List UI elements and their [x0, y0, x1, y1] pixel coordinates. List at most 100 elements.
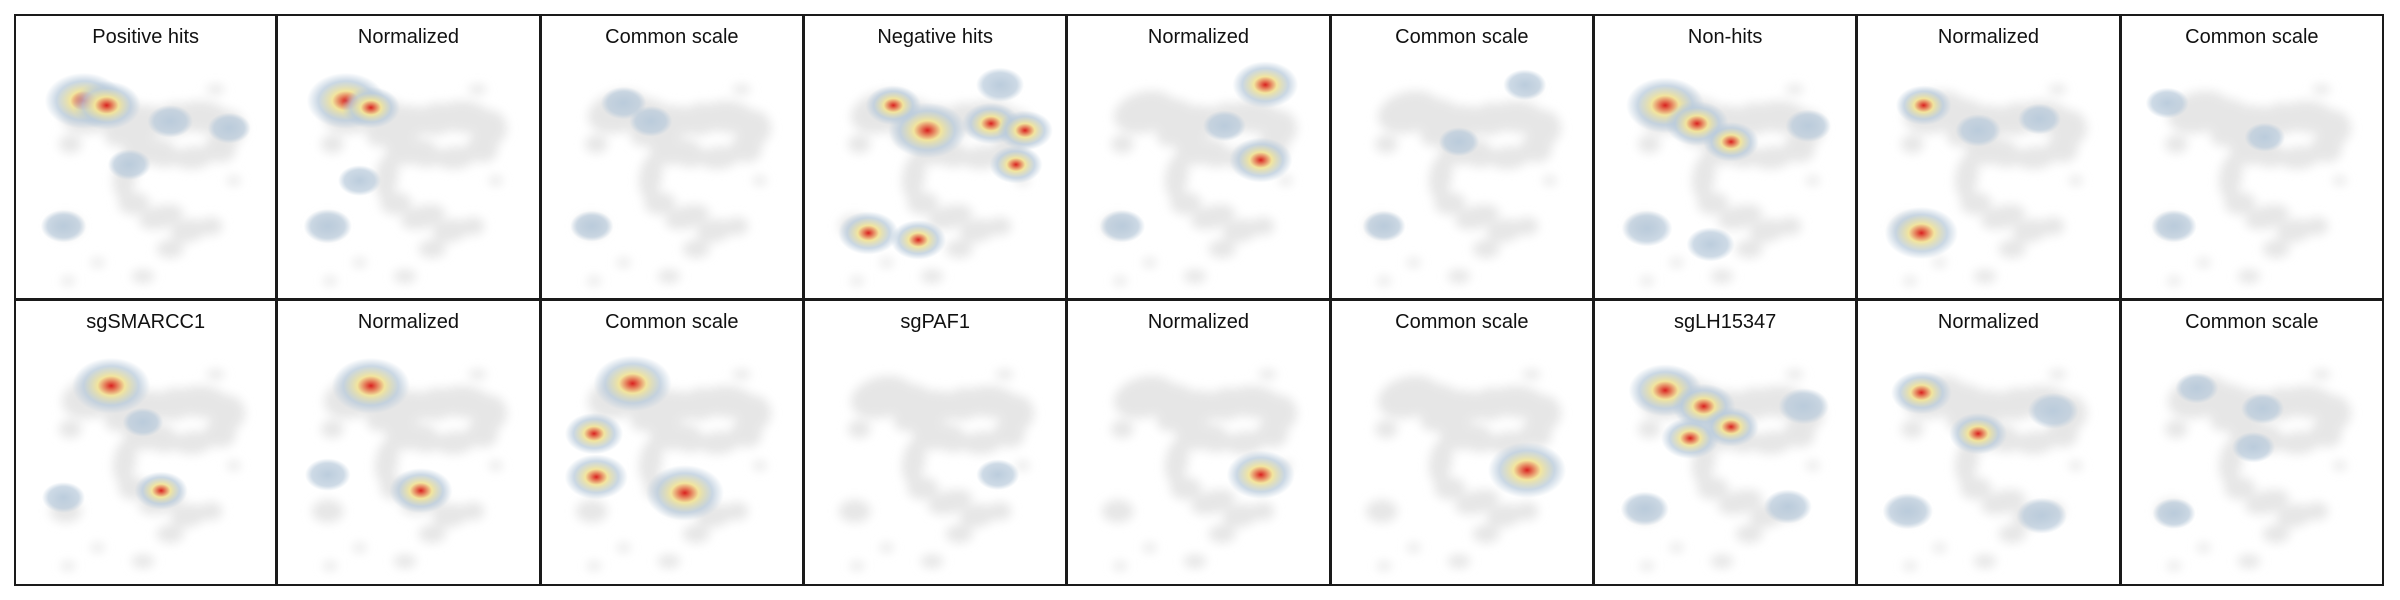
density-hotspot — [2016, 497, 2068, 534]
density-hotspot — [1226, 450, 1296, 500]
embedding-background — [1365, 84, 1561, 286]
density-hotspot — [1232, 61, 1299, 109]
density-plot — [838, 67, 1053, 286]
density-hotspot — [1362, 210, 1406, 242]
density-hotspot — [989, 145, 1043, 184]
density-hotspot — [1955, 114, 2002, 147]
density-hotspot — [134, 471, 188, 510]
density-plot — [40, 72, 251, 286]
panel-title: sgLH15347 — [1674, 311, 1777, 333]
panel-title: Normalized — [357, 26, 460, 48]
embedding-background — [1102, 369, 1298, 571]
density-hotspot — [2174, 372, 2218, 404]
density-hotspot — [1502, 69, 1547, 101]
density-hotspot — [147, 104, 194, 138]
density-hotspot — [304, 208, 353, 244]
density-plot — [1885, 84, 2088, 286]
density-hotspot — [564, 454, 628, 500]
panel-title: sgPAF1 — [900, 311, 970, 333]
density-hotspot — [1703, 406, 1759, 447]
density-hotspot — [72, 80, 141, 130]
density-panel: Common scale — [1329, 14, 1594, 300]
panel-title: Non-hits — [1687, 26, 1763, 48]
embedding-background — [2155, 84, 2351, 286]
panel-title: Normalized — [1937, 311, 2040, 333]
density-plot — [305, 357, 508, 571]
density-hotspot — [1487, 442, 1566, 499]
panel-title: Normalized — [1147, 26, 1250, 48]
density-plot — [564, 355, 771, 571]
embedding-background — [1102, 84, 1298, 286]
density-plot — [304, 72, 508, 286]
density-hotspot — [1763, 489, 1812, 524]
density-hotspot — [1891, 370, 1953, 415]
density-hotspot — [389, 468, 453, 514]
density-panel: sgPAF1 — [803, 299, 1068, 586]
density-panel: Normalized — [1856, 299, 2121, 586]
panel-title: Common scale — [605, 26, 739, 48]
density-hotspot — [2240, 393, 2284, 424]
density-hotspot — [207, 112, 251, 144]
density-plot — [569, 84, 771, 286]
density-hotspot — [2244, 122, 2285, 152]
panel-title: Normalized — [1937, 26, 2040, 48]
density-plot — [1102, 369, 1298, 571]
density-panel: Common scale — [539, 299, 804, 586]
density-hotspot — [593, 355, 672, 412]
density-plot — [1882, 369, 2088, 571]
density-hotspot — [645, 464, 724, 521]
density-panel: Normalized — [1066, 14, 1331, 300]
density-hotspot — [1203, 110, 1247, 142]
density-hotspot — [976, 459, 1020, 491]
panel-title: sgSMARCC1 — [86, 311, 206, 333]
density-panel: Normalized — [276, 14, 541, 300]
density-hotspot — [564, 412, 623, 455]
density-hotspot — [107, 149, 151, 181]
density-hotspot — [2018, 103, 2062, 135]
density-hotspot — [1778, 388, 1830, 425]
density-hotspot — [40, 209, 87, 243]
panel-title: Normalized — [1147, 311, 1250, 333]
density-hotspot — [838, 211, 899, 255]
density-hotspot — [1438, 127, 1479, 157]
density-hotspot — [890, 219, 947, 260]
panel-title: Common scale — [1395, 26, 1529, 48]
density-hotspot — [1896, 85, 1952, 126]
density-panel: Normalized — [276, 299, 541, 586]
panel-title: Normalized — [357, 311, 460, 333]
density-plot — [1362, 69, 1561, 286]
density-hotspot — [332, 357, 411, 414]
density-hotspot — [305, 458, 351, 491]
density-hotspot — [1099, 209, 1146, 243]
density-hotspot — [569, 210, 613, 242]
density-hotspot — [2152, 498, 2196, 529]
density-panel: Non-hits — [1593, 14, 1858, 300]
density-hotspot — [338, 165, 382, 196]
density-hotspot — [342, 86, 401, 129]
density-hotspot — [2231, 431, 2275, 463]
embedding-background — [575, 84, 771, 286]
density-panel: sgSMARCC1 — [14, 299, 278, 586]
density-plot — [1099, 61, 1299, 286]
density-hotspot — [1882, 493, 1934, 530]
density-plot — [1621, 77, 1832, 286]
density-plot — [838, 369, 1035, 571]
density-hotspot — [2028, 392, 2079, 429]
density-panel: Common scale — [539, 14, 804, 300]
density-panel: Negative hits — [803, 14, 1068, 300]
density-hotspot — [2145, 87, 2189, 119]
density-panel: Common scale — [1329, 299, 1594, 586]
density-hotspot — [1621, 210, 1673, 247]
density-panel: Normalized — [1066, 299, 1331, 586]
density-panel: sgLH15347 — [1593, 299, 1858, 586]
density-panel: Common scale — [2119, 14, 2384, 300]
panel-title: Negative hits — [877, 26, 993, 48]
panel-title: Common scale — [2185, 26, 2319, 48]
density-hotspot — [122, 407, 164, 437]
density-hotspot — [1949, 412, 2008, 455]
density-hotspot — [975, 67, 1025, 102]
density-hotspot — [71, 357, 151, 414]
density-hotspot — [1703, 121, 1759, 162]
density-plot — [1365, 369, 1566, 571]
density-hotspot — [1229, 137, 1293, 183]
